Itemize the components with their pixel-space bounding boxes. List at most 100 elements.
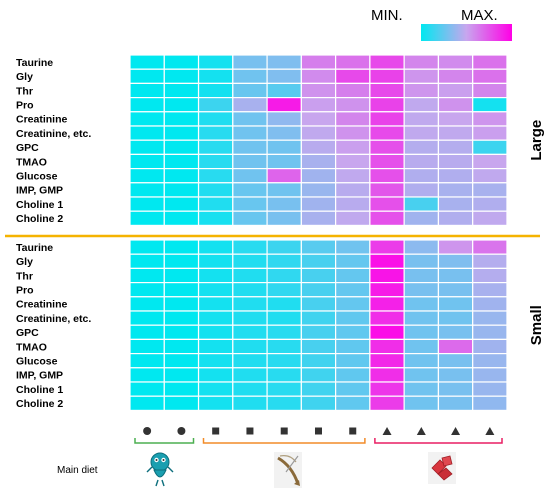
row-label: Choline 2 [16,213,63,225]
heatmap-cell [437,324,474,341]
row-label: Pro [16,100,34,112]
heatmap-cell [300,125,337,141]
heatmap-cell [437,82,474,99]
heatmap-cell [129,395,165,412]
heatmap-cell [163,68,200,84]
heatmap-cell [163,139,200,155]
heatmap-cell [335,210,371,226]
heatmap-cell [335,182,371,198]
heatmap-cell [197,296,234,312]
heatmap-cell [197,239,234,255]
heatmap-cell [197,111,234,127]
heatmap-cell [403,82,440,99]
heatmap-cell [129,282,165,298]
heatmap-cell [403,68,440,84]
heatmap-cell [300,68,337,84]
heatmap-cell [266,239,302,255]
heatmap-cell [129,68,165,84]
row-label: Creatinine [16,114,68,126]
heatmap-cell [266,54,302,70]
heatmap-cell [335,338,371,355]
heatmap-cell [163,267,200,284]
heatmap-cell [403,395,440,412]
heatmap-cell [300,168,337,184]
heatmap-cell [472,267,508,284]
column-markers [143,427,495,435]
heatmap-cell [232,210,268,226]
heatmap-cell [403,196,440,212]
heatmap-cell [437,125,474,141]
heatmap-cell [335,324,371,341]
heatmap-cell [232,125,268,141]
heatmap-cell [472,338,508,355]
heatmap-cell [197,267,234,284]
row-label: Creatinine, etc. [16,313,91,325]
heatmap-cell [266,310,302,326]
heatmap-cell [437,282,474,298]
heatmap-cell [403,253,440,269]
heatmap-cell [266,353,302,369]
heatmap-cell [369,139,405,155]
heatmap-cell [129,54,165,70]
heatmap-cell [335,111,371,127]
heatmap-cell [403,282,440,298]
heatmap-cell [335,82,371,99]
heatmap-cell [437,168,474,184]
heatmap-cell [335,367,371,383]
heatmap-cell [232,54,268,70]
row-label: GPC [16,142,39,154]
heatmap-cell [300,338,337,355]
heatmap-cell [437,253,474,269]
heatmap-cell [335,168,371,184]
heatmap-cell [197,168,234,184]
heatmap-cell [369,239,405,255]
heatmap-cell [266,367,302,383]
heatmap-cell [369,182,405,198]
heatmap-cell [335,196,371,212]
heatmap-cell [472,96,508,113]
heatmap-cell [197,310,234,326]
heatmap-cell [437,139,474,155]
heatmap-cell [232,296,268,312]
heatmap-cell [232,96,268,113]
heatmap-cell [197,282,234,298]
heatmap-cell [197,395,234,412]
color-scale-bar [421,24,512,41]
heatmap-cell [403,381,440,397]
heatmap-cell [300,367,337,383]
heatmap-cell [369,267,405,284]
heatmap-cell [232,196,268,212]
heatmap-cell [335,125,371,141]
row-label: Taurine [16,57,53,69]
heatmap-cell [129,296,165,312]
heatmap-cell [300,82,337,99]
heatmap-cell [129,168,165,184]
column-marker-square [212,427,220,435]
heatmap-cell [163,125,200,141]
heatmap-cell [403,296,440,312]
heatmap-cell [403,96,440,113]
group-label: Small [528,305,545,345]
heatmap-cell [472,324,508,341]
heatmap-cell [335,296,371,312]
heatmap-cell [266,253,302,269]
heatmap-cell [232,153,268,170]
heatmap-cell [300,96,337,113]
heatmap-cell [129,82,165,99]
heatmap-cell [437,239,474,255]
heatmap-cell [266,324,302,341]
heatmap-cell [129,96,165,113]
row-label: Creatinine [16,299,68,311]
heatmap-cell [369,296,405,312]
heatmap-cell [129,381,165,397]
row-label: Choline 2 [16,398,63,410]
heatmap-cell [300,210,337,226]
heatmap-cell [369,282,405,298]
heatmap-cell [163,296,200,312]
heatmap-cell [369,310,405,326]
heatmap-cell [300,196,337,212]
heatmap-cell [403,139,440,155]
heatmap-cell [129,125,165,141]
row-label: Glucose [16,171,58,183]
